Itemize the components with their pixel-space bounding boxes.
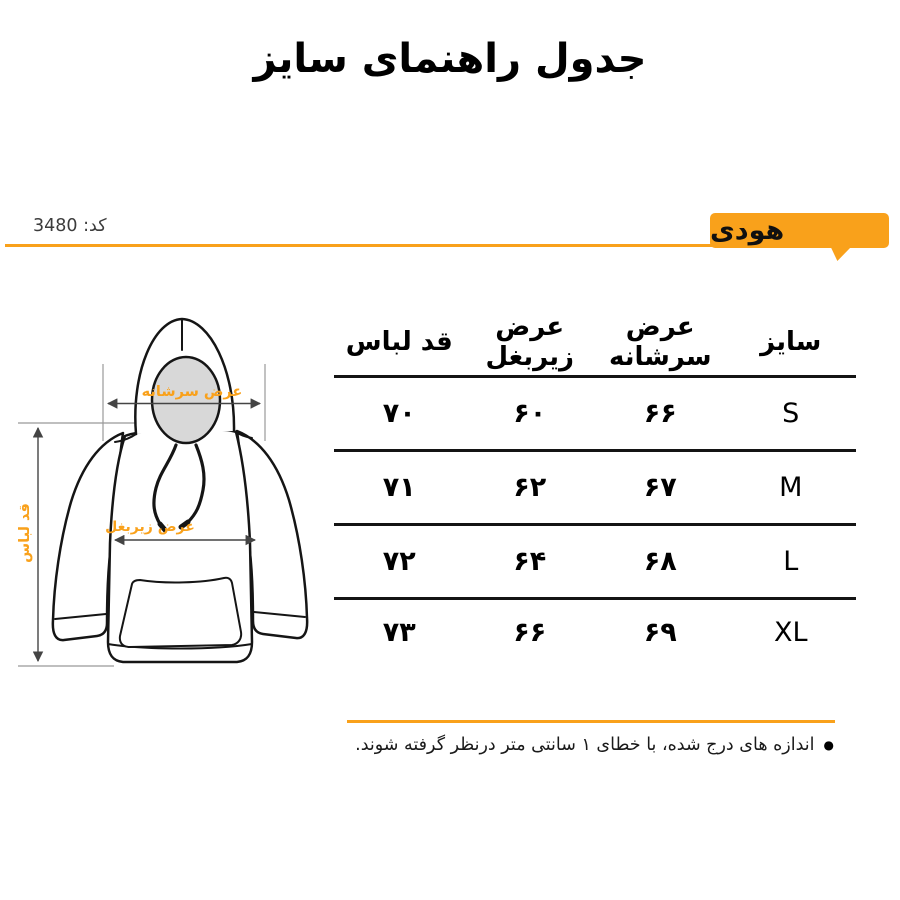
cell-underarm: ۶۴ [464, 524, 595, 600]
hoodie-measurement-diagram: عرض سرشانه عرض زیربغل قد لباس [17, 317, 309, 667]
table-row-xl: XL ۶۹ ۶۶ ۷۳ [334, 599, 856, 665]
measurement-arrows [32, 398, 262, 663]
table-row-m: M ۶۷ ۶۲ ۷۱ [334, 450, 856, 526]
product-tag-pointer [830, 247, 851, 261]
col-header-length: قد لباس [334, 302, 465, 378]
cell-size: L [725, 524, 856, 600]
cell-shoulder: ۶۷ [595, 450, 726, 526]
cell-shoulder: ۶۹ [643, 616, 677, 648]
hoodie-drawing [51, 317, 309, 664]
cell-length: ۷۲ [334, 524, 465, 600]
footnote-divider [347, 720, 835, 723]
col-header-underarm: عرض زیربغل [464, 302, 595, 378]
footnote: ● اندازه های درج شده، با خطای ۱ سانتی مت… [355, 735, 834, 755]
table-row-s: S ۶۶ ۶۰ ۷۰ [334, 376, 856, 452]
size-table-header-row: سایز عرض سرشانه عرض زیربغل قد لباس [334, 302, 856, 378]
cell-size: S [725, 376, 856, 452]
measurement-guides [18, 364, 266, 667]
cell-shoulder: ۶۸ [595, 524, 726, 600]
cell-underarm: ۶۲ [464, 450, 595, 526]
cell-length: ۷۳ [382, 616, 416, 648]
product-tag: هودی [710, 213, 889, 248]
col-header-shoulder: عرض سرشانه [595, 302, 726, 378]
product-tag-label: هودی [710, 215, 785, 246]
product-code-label: کد: 3480 [33, 216, 107, 236]
page-title: جدول راهنمای سایز [253, 36, 647, 82]
shoulder-width-label: عرض سرشانه [142, 384, 243, 400]
cell-underarm: ۶۰ [464, 376, 595, 452]
banner-underline [5, 244, 712, 247]
hood-opening [150, 355, 222, 445]
garment-length-label: قد لباس [17, 503, 33, 563]
table-row-l: L ۶۸ ۶۴ ۷۲ [334, 524, 856, 600]
underarm-width-label: عرض زیربغل [105, 519, 195, 535]
cell-size: M [725, 450, 856, 526]
cell-shoulder: ۶۶ [595, 376, 726, 452]
bullet-icon: ● [823, 738, 834, 752]
cell-length: ۷۰ [334, 376, 465, 452]
cell-size: XL [773, 616, 808, 648]
cell-length: ۷۱ [334, 450, 465, 526]
size-table: سایز عرض سرشانه عرض زیربغل قد لباس S ۶۶ … [334, 302, 856, 664]
col-header-size: سایز [725, 302, 856, 378]
footnote-text: اندازه های درج شده، با خطای ۱ سانتی متر … [355, 735, 815, 755]
cell-underarm: ۶۶ [513, 616, 547, 648]
